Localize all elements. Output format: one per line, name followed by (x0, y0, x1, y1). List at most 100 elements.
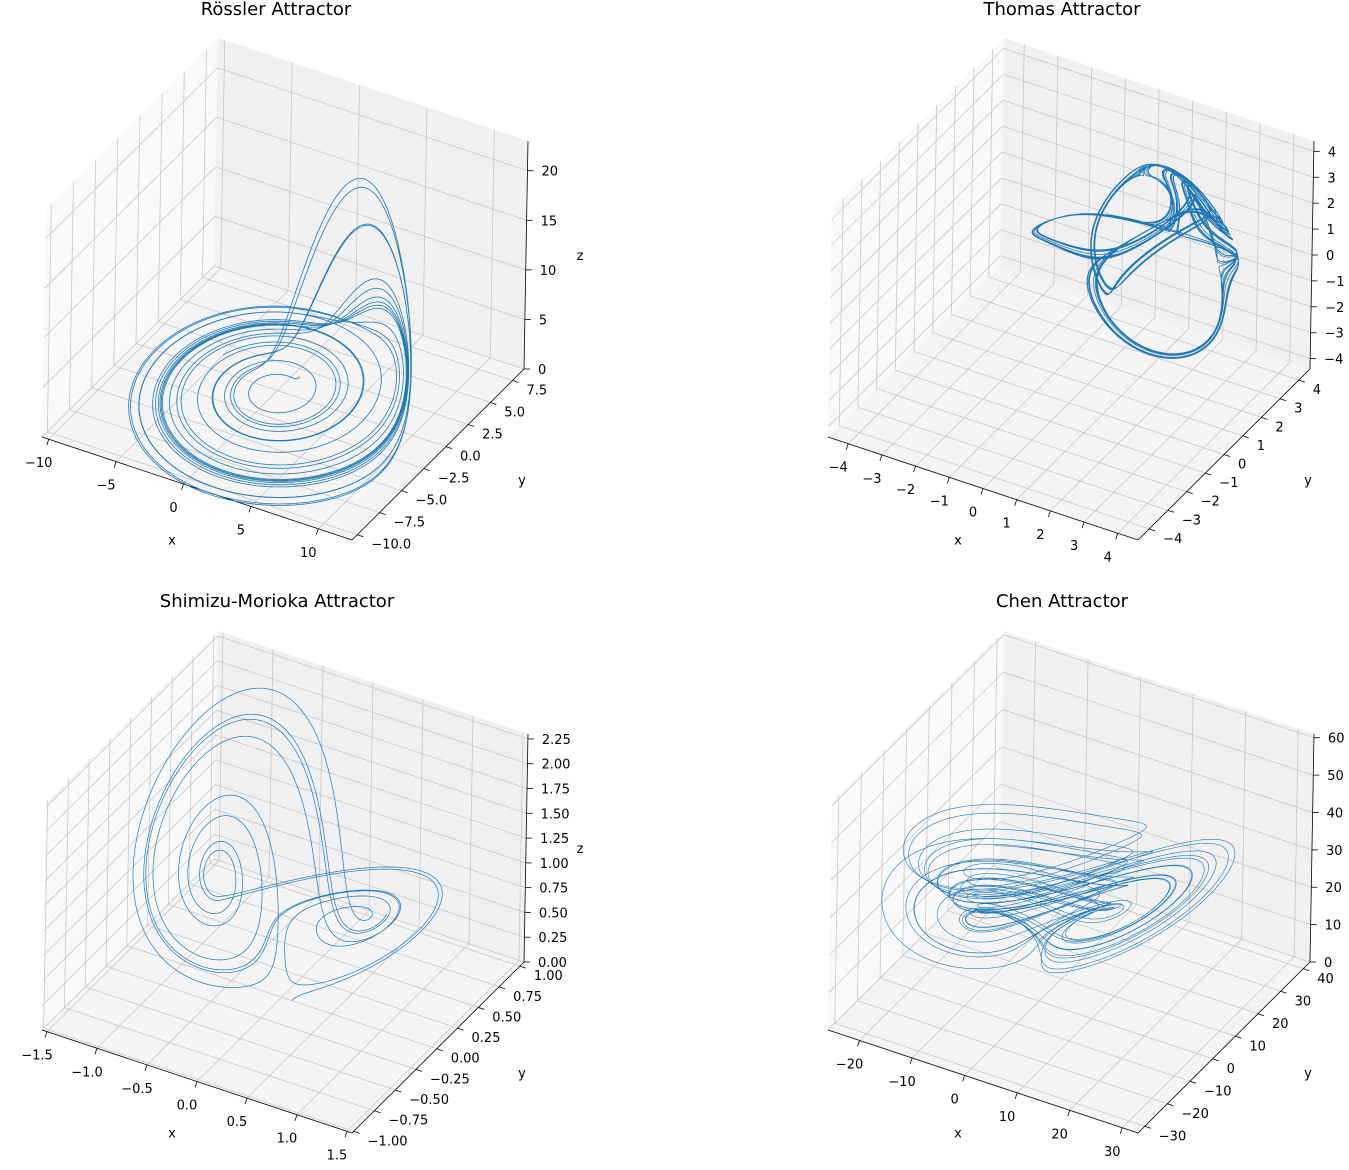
y-tick-label: 1 (1257, 439, 1265, 454)
gridline (179, 71, 185, 300)
gridline (1003, 47, 1314, 152)
x-tick-mark (946, 477, 950, 484)
gridline (147, 924, 458, 1029)
y-tick-mark (1205, 472, 1212, 476)
gridline (215, 759, 526, 864)
x-tick-label: −1.0 (71, 1065, 103, 1080)
y-tick-mark (457, 1027, 464, 1031)
y-tick-label: 0 (1238, 458, 1246, 473)
y-tick-mark (436, 1048, 443, 1052)
z-tick-label: 3 (1327, 171, 1335, 186)
z-tick-label: 1.75 (541, 783, 570, 798)
y-axis-line (1137, 961, 1311, 1134)
x-tick-mark (113, 461, 117, 468)
gridline (857, 772, 862, 1001)
y-tick-mark (374, 1110, 381, 1114)
y-tick-label: −10.0 (371, 538, 411, 553)
z-tick-label: 20 (1325, 881, 1342, 896)
y-tick-mark (1223, 454, 1231, 457)
y-tick-mark (1261, 416, 1268, 420)
x-tick-label: 10 (300, 546, 317, 561)
gridline (834, 1022, 1145, 1127)
gridline (1002, 99, 1314, 204)
gridline (91, 159, 97, 388)
y-tick-mark (490, 402, 497, 405)
gridline (43, 759, 217, 932)
y-tick-mark (1167, 509, 1175, 513)
x-tick-mark (315, 528, 319, 535)
y-tick-mark (1149, 528, 1156, 532)
gridline (1003, 634, 1315, 739)
gridline (216, 685, 528, 789)
y-tick-mark (512, 380, 519, 383)
gridline (829, 783, 1002, 956)
y-tick-label: 10 (1249, 1039, 1266, 1054)
gridline (1293, 728, 1299, 957)
y-tick-label: −2.5 (438, 472, 470, 487)
shimizu-morioka-subplot: Shimizu-Morioka Attractor −1.5 −1.0 −0.5 0.0… (21, 591, 583, 1163)
z-tick-label: 0.00 (538, 956, 567, 971)
gridline (217, 635, 529, 740)
x-tick-label: 1.0 (277, 1132, 298, 1147)
z-tick-label: 1.25 (540, 832, 569, 847)
x-tick-mark (94, 1048, 98, 1055)
gridline (368, 682, 374, 911)
z-tick-label: −4 (1324, 353, 1343, 368)
gridline (834, 795, 840, 1024)
gridline (993, 865, 1304, 970)
y-tick-label: −0.50 (409, 1093, 449, 1108)
gridline (895, 369, 1206, 474)
gridline (1003, 73, 1314, 178)
y-tick-mark (519, 965, 526, 969)
y-tick-label: −2 (1201, 495, 1220, 510)
trajectory-line (1031, 163, 1239, 359)
gridline (951, 313, 1262, 418)
x-tick-mark (845, 443, 849, 450)
z-tick-label: 0.25 (538, 931, 567, 946)
x-tick-label: −10 (25, 456, 52, 471)
y-axis-label: y (1304, 1067, 1312, 1082)
z-tick-label: 2.25 (542, 733, 571, 748)
gridline (215, 784, 526, 889)
z-tick-label: 60 (1328, 732, 1345, 747)
x-tick-mark (1119, 1127, 1123, 1134)
gridline (45, 660, 218, 833)
x-tick-mark (44, 1031, 48, 1038)
x-tick-label: 0 (169, 501, 177, 516)
gridline (1016, 921, 1190, 1094)
y-tick-mark (1235, 1035, 1242, 1039)
gridline (1083, 658, 1089, 887)
x-tick-mark (294, 1114, 298, 1121)
x-tick-mark (909, 1057, 913, 1065)
z-tick-label: 0.50 (539, 906, 568, 921)
gridline (1002, 709, 1313, 813)
x-tick-label: 0 (950, 1092, 958, 1107)
x-tick-label: 2 (1036, 528, 1044, 543)
gridline (1000, 203, 1312, 308)
y-tick-label: −30 (1159, 1129, 1186, 1144)
z-tick-label: 10 (1325, 919, 1342, 934)
x-tick-label: −1.5 (21, 1049, 53, 1064)
gridline (216, 734, 527, 839)
gridline (287, 62, 293, 291)
x-tick-mark (980, 488, 984, 495)
x-axis-line (827, 1029, 1139, 1134)
y-tick-label: −20 (1181, 1107, 1208, 1122)
gridline (1121, 956, 1295, 1129)
gridline (970, 887, 1281, 992)
x-tick-mark (879, 454, 883, 462)
y-axis-label: y (1304, 474, 1312, 489)
y-tick-mark (353, 1130, 360, 1134)
subplot-title: Shimizu-Morioka Attractor (160, 591, 395, 612)
y-tick-mark (1242, 435, 1249, 439)
z-tick-label: 0 (1326, 249, 1334, 264)
gridline (969, 295, 1281, 400)
gridline (828, 203, 1002, 376)
gridline (69, 181, 74, 410)
gridline (209, 635, 215, 864)
gridline (830, 99, 1004, 272)
gridline (157, 93, 163, 322)
gridline (85, 986, 396, 1091)
y-tick-label: 1.00 (534, 969, 563, 984)
gridline (831, 634, 1005, 807)
